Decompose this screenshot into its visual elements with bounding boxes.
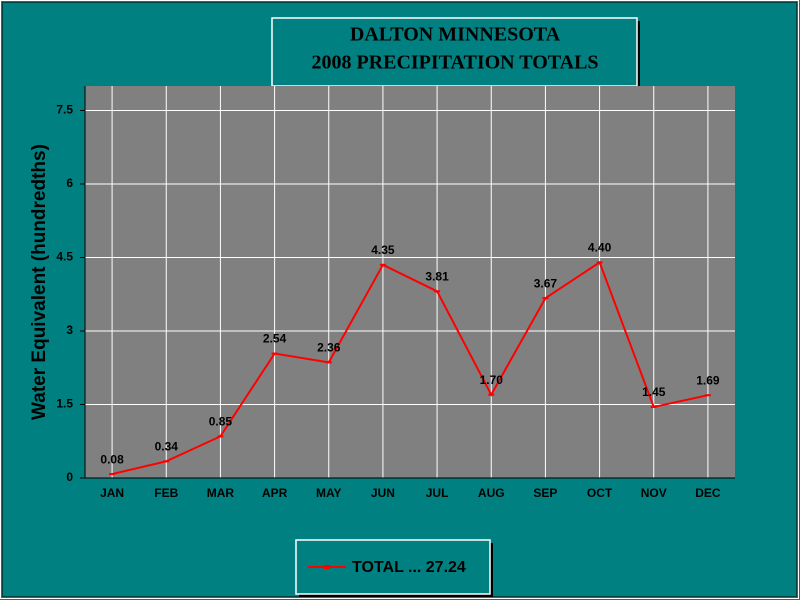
plot-area: [85, 86, 735, 478]
data-label: 3.67: [534, 276, 558, 290]
title-box: [271, 17, 638, 87]
data-label: 1.70: [480, 373, 504, 387]
data-label: 4.35: [371, 243, 395, 257]
data-label: 3.81: [425, 269, 449, 283]
legend-label: TOTAL ... 27.24: [352, 559, 466, 576]
data-label: 4.40: [588, 241, 612, 255]
data-label: 2.36: [317, 341, 341, 355]
x-tick-label: MAY: [316, 486, 342, 500]
x-tick-label: NOV: [641, 486, 667, 500]
x-tick-label: APR: [262, 486, 288, 500]
y-tick-label: 3: [66, 323, 73, 337]
x-tick-label: DEC: [695, 486, 721, 500]
x-tick-label: FEB: [154, 486, 178, 500]
x-tick-label: JUN: [371, 486, 395, 500]
chart-title: 2008 PRECIPITATION TOTALS: [311, 52, 598, 74]
y-tick-label: 4.5: [56, 250, 73, 264]
data-label: 1.45: [642, 385, 666, 399]
x-tick-label: SEP: [533, 486, 557, 500]
x-tick-label: JAN: [100, 486, 124, 500]
x-tick-label: MAR: [207, 486, 235, 500]
x-tick-label: AUG: [478, 486, 505, 500]
y-tick-label: 0: [66, 470, 73, 484]
data-label: 0.08: [100, 452, 124, 466]
x-tick-label: JUL: [426, 486, 449, 500]
y-axis-label: Water Equivalent (hundredths): [29, 144, 50, 420]
data-label: 1.69: [696, 373, 720, 387]
data-label: 2.54: [263, 332, 287, 346]
y-tick-label: 1.5: [56, 397, 73, 411]
data-label: 0.85: [209, 415, 233, 429]
series-line: [111, 260, 709, 476]
chart-title: DALTON MINNESOTA: [350, 24, 561, 46]
y-tick-label: 6: [66, 176, 73, 190]
y-tick-label: 7.5: [56, 103, 73, 117]
data-label: 0.34: [155, 440, 179, 454]
x-tick-label: OCT: [587, 486, 613, 500]
